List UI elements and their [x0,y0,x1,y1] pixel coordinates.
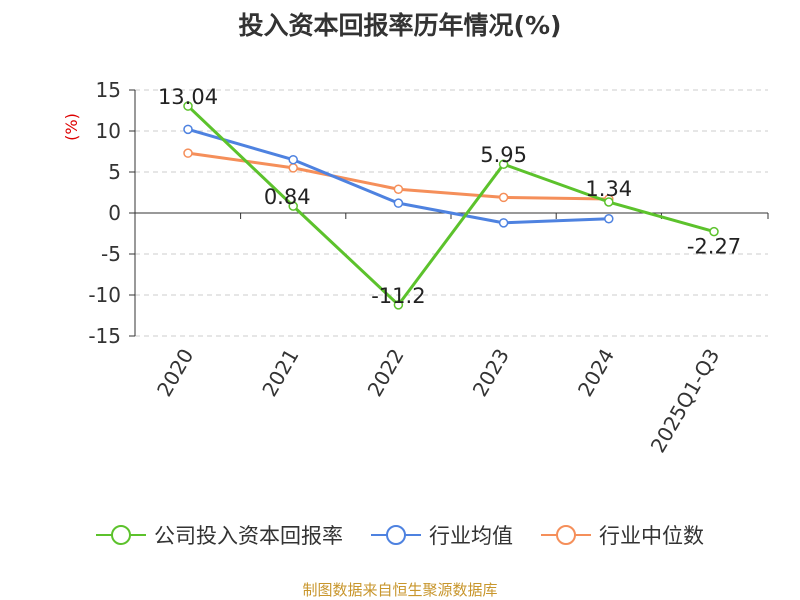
data-label: 13.04 [158,85,218,109]
data-label: -11.2 [371,284,425,308]
data-label: 0.84 [264,185,311,209]
data-point [393,184,404,194]
data-point [393,198,404,208]
data-label: -2.27 [687,235,741,259]
y-axis-label: (%) [62,113,81,141]
y-tick-label: -5 [101,242,121,266]
data-point [288,201,298,211]
data-labels: 13.04 0.84 -11.2 5.95 1.34 -2.27 [158,85,741,308]
legend-item[interactable]: 公司投入资本回报率 [96,520,343,550]
legend-marker-icon [96,525,146,545]
legend-marker-icon [541,525,591,545]
data-point [183,124,193,135]
data-point [604,197,614,207]
legend-label: 行业均值 [429,524,513,548]
legend-label: 行业中位数 [599,524,704,548]
legend-label: 公司投入资本回报率 [154,524,343,548]
x-tick-label: 2025Q1-Q3 [646,345,725,457]
y-tick-label: 15 [96,78,121,102]
legend-item[interactable]: 行业均值 [371,520,513,550]
series-group [183,101,719,310]
data-label: 5.95 [480,143,527,167]
series-line [187,127,609,225]
data-point [498,218,509,228]
data-point [604,213,614,224]
source-note: 制图数据来自恒生聚源数据库 [302,581,498,599]
legend: 公司投入资本回报率 行业均值 行业中位数 [0,520,800,550]
x-tick-label: 2022 [362,345,408,401]
x-tick-label: 2023 [468,345,514,401]
data-label: 1.34 [585,177,632,201]
y-tick-label: -10 [88,283,121,307]
x-tick-label: 2020 [152,345,198,401]
grid-lines [135,89,768,337]
data-point [709,226,719,237]
chart-title: 投入资本回报率历年情况(%) [238,11,562,40]
y-tick-label: 10 [96,119,121,143]
data-point [393,300,404,310]
legend-item[interactable]: 行业中位数 [541,520,704,550]
x-tick-label: 2021 [257,345,303,401]
data-point [498,159,509,169]
data-point [183,148,193,158]
x-tick-label: 2024 [573,345,619,401]
data-point [183,101,193,111]
axes: 15 10 5 0 -5 -10 -15 (%) 2020 2021 2022 2023 2024 202… [62,78,769,457]
y-tick-label: 0 [108,201,121,225]
series-line [186,104,715,307]
data-point [288,154,298,165]
data-point [498,192,509,203]
y-tick-label: -15 [88,324,121,348]
data-point [288,163,298,173]
y-tick-label: 5 [108,160,121,184]
legend-marker-icon [371,525,421,545]
